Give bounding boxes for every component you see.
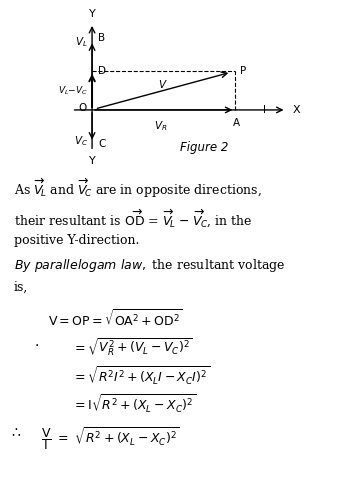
Text: Figure 2: Figure 2: [180, 141, 229, 154]
Text: P: P: [240, 66, 247, 76]
Text: C: C: [98, 139, 106, 149]
Text: O: O: [79, 103, 87, 113]
Text: Y: Y: [89, 155, 95, 165]
Text: A: A: [233, 118, 240, 128]
Text: their resultant is $\overrightarrow{\mathrm{OD}}$ = $\overrightarrow{V}_{\!L}$ $: their resultant is $\overrightarrow{\mat…: [14, 208, 252, 229]
Text: $V_R$: $V_R$: [154, 120, 168, 133]
Text: $\cdot$: $\cdot$: [34, 337, 39, 351]
Text: D: D: [98, 66, 106, 76]
Text: X: X: [293, 105, 300, 115]
Text: $V_C$: $V_C$: [74, 134, 88, 148]
Text: B: B: [98, 33, 105, 43]
Text: $= \mathrm{I}\sqrt{R^2 + (X_L - X_C)^2}$: $= \mathrm{I}\sqrt{R^2 + (X_L - X_C)^2}$: [72, 392, 196, 415]
Text: $= \sqrt{V_R^2 + (V_L - V_C)^2}$: $= \sqrt{V_R^2 + (V_L - V_C)^2}$: [72, 337, 192, 358]
Text: $V_L$: $V_L$: [75, 36, 88, 50]
Text: $\therefore$: $\therefore$: [9, 425, 21, 439]
Text: $V_L{-}V_C$: $V_L{-}V_C$: [58, 84, 88, 97]
Text: $\dfrac{\mathrm{V}}{\mathrm{I}}\ =\ \sqrt{R^2 + (X_L - X_C)^2}$: $\dfrac{\mathrm{V}}{\mathrm{I}}\ =\ \sqr…: [41, 425, 179, 452]
Text: Y: Y: [89, 9, 95, 19]
Text: I: I: [264, 105, 266, 115]
Text: V: V: [159, 80, 166, 90]
Text: $\mathrm{V = OP} = \sqrt{\mathrm{OA}^2 + \mathrm{OD}^2}$: $\mathrm{V = OP} = \sqrt{\mathrm{OA}^2 +…: [48, 309, 183, 330]
Text: As $\overrightarrow{V}_{\!L}$ and $\overrightarrow{V}_{\!C}$ are in opposite dir: As $\overrightarrow{V}_{\!L}$ and $\over…: [14, 177, 262, 200]
Text: $= \sqrt{R^2I^2 + (X_LI - X_CI)^2}$: $= \sqrt{R^2I^2 + (X_LI - X_CI)^2}$: [72, 365, 210, 387]
Text: positive Y-direction.: positive Y-direction.: [14, 234, 139, 247]
Text: is,: is,: [14, 281, 28, 293]
Text: $\mathit{By\ parallelogam\ law,}$ the resultant voltage: $\mathit{By\ parallelogam\ law,}$ the re…: [14, 257, 285, 274]
